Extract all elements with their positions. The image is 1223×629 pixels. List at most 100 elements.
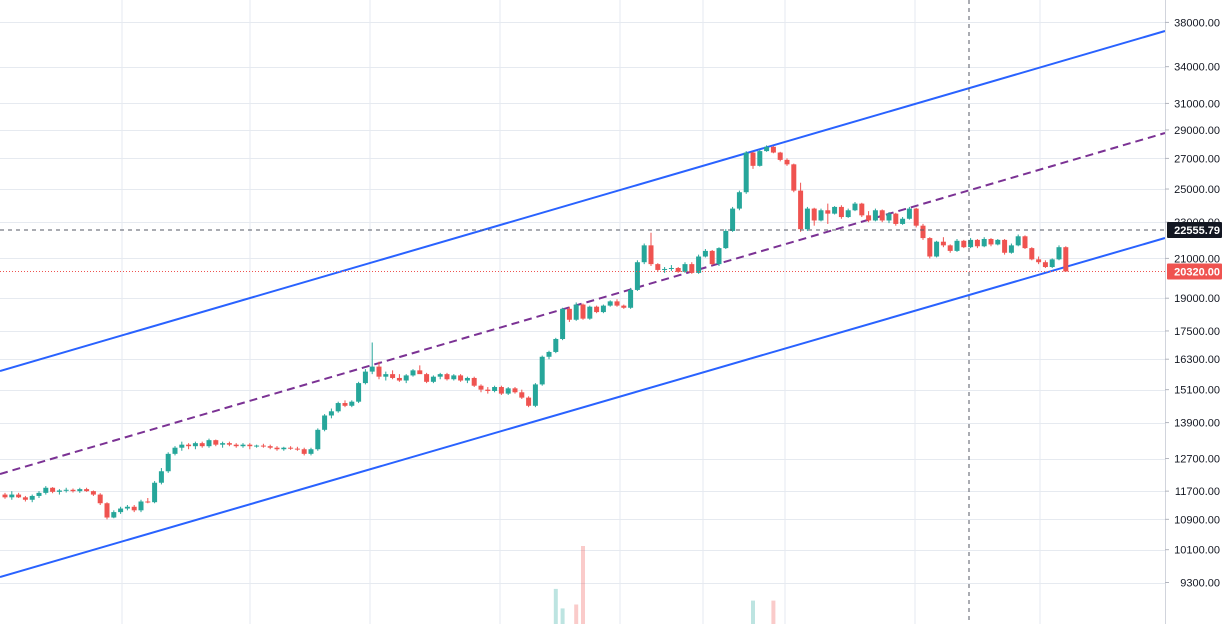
- candle: [668, 265, 674, 271]
- candle-body: [50, 487, 56, 492]
- candle-body: [913, 208, 919, 226]
- candle-body: [145, 501, 151, 503]
- candle: [1022, 235, 1028, 250]
- candle: [662, 267, 668, 273]
- candle-body: [934, 241, 940, 257]
- candle: [97, 493, 103, 505]
- channel-midline[interactable]: [0, 132, 1166, 475]
- candle: [553, 337, 559, 354]
- volume-bar: [581, 546, 585, 624]
- candle-body: [886, 213, 892, 221]
- candle-body: [893, 213, 899, 224]
- candle-body: [444, 374, 450, 380]
- channel-upper-line[interactable]: [0, 30, 1166, 372]
- candle: [798, 182, 804, 232]
- candle-body: [63, 489, 69, 491]
- candle: [430, 375, 436, 384]
- candle-body: [655, 264, 661, 270]
- candle-body: [260, 445, 266, 447]
- candle-body: [825, 210, 831, 214]
- candle: [362, 369, 368, 385]
- candle: [906, 206, 912, 220]
- candle: [315, 428, 321, 451]
- candle: [437, 372, 443, 380]
- candle: [369, 342, 375, 375]
- candle-body: [383, 374, 389, 377]
- candle: [349, 400, 355, 408]
- candle-body: [131, 506, 137, 511]
- candle-body: [152, 482, 158, 503]
- candle: [36, 491, 42, 499]
- candle-body: [560, 308, 566, 339]
- candle: [832, 206, 838, 215]
- candle-body: [804, 208, 810, 230]
- candle: [50, 487, 56, 494]
- candle-body: [2, 494, 8, 498]
- candle-body: [968, 239, 974, 248]
- candle-body: [995, 239, 1001, 245]
- candle-body: [301, 449, 307, 454]
- candle-body: [247, 444, 253, 447]
- candle-body: [519, 392, 525, 398]
- price-axis-label: 11700.00: [1175, 486, 1220, 498]
- candle-body: [940, 241, 946, 246]
- price-axis-background[interactable]: [1165, 0, 1223, 624]
- candle: [655, 263, 661, 272]
- candle-body: [1022, 236, 1028, 249]
- candle: [396, 374, 402, 382]
- candle: [77, 487, 83, 493]
- candle: [900, 217, 906, 225]
- price-axis-label: 9300.00: [1180, 578, 1220, 590]
- candle: [206, 438, 212, 448]
- candle-body: [702, 250, 708, 257]
- candle-body: [1042, 262, 1048, 268]
- candle-body: [485, 389, 491, 391]
- candle: [954, 238, 960, 252]
- candle-body: [770, 146, 776, 153]
- candle: [988, 238, 994, 247]
- candle-body: [675, 267, 681, 272]
- candle-body: [777, 152, 783, 160]
- candle: [444, 372, 450, 381]
- candle: [539, 355, 545, 386]
- last-price-tag-background: [1167, 263, 1222, 280]
- candle: [526, 396, 532, 408]
- price-axis-label: 34000.00: [1174, 62, 1220, 74]
- price-axis[interactable]: 38000.00 34000.00 31000.00 29000.00 27000.00…: [1165, 0, 1223, 624]
- candle: [192, 441, 198, 450]
- candle-body: [580, 304, 586, 319]
- candle: [913, 207, 919, 228]
- candle-body: [478, 385, 484, 390]
- candle-body: [791, 164, 797, 191]
- candle-body: [505, 388, 511, 394]
- candle: [566, 306, 572, 322]
- candle-body: [648, 245, 654, 265]
- candle: [335, 401, 341, 413]
- candle: [294, 446, 300, 451]
- price-axis-label: 27000.00: [1174, 153, 1220, 165]
- candle-body: [410, 370, 416, 376]
- candle-body: [866, 215, 872, 221]
- candle: [1002, 238, 1008, 255]
- candle: [1036, 256, 1042, 265]
- candle: [838, 205, 844, 219]
- candle-body: [376, 366, 382, 377]
- price-axis-label: 15100.00: [1174, 385, 1220, 397]
- candle: [254, 444, 260, 448]
- candle-body: [213, 440, 219, 445]
- candle-body: [743, 152, 749, 193]
- candle-body: [281, 447, 287, 450]
- channel-lower-line[interactable]: [0, 237, 1166, 578]
- candle: [852, 201, 858, 212]
- candle-body: [97, 494, 103, 504]
- candle-body: [838, 206, 844, 218]
- price-axis-label: 38000.00: [1174, 17, 1220, 29]
- candle-body: [587, 306, 593, 319]
- candle: [410, 369, 416, 377]
- candle-body: [920, 225, 926, 239]
- channel-drawings[interactable]: [0, 30, 1166, 578]
- price-axis-label: 12700.00: [1174, 454, 1220, 466]
- candle: [825, 203, 831, 224]
